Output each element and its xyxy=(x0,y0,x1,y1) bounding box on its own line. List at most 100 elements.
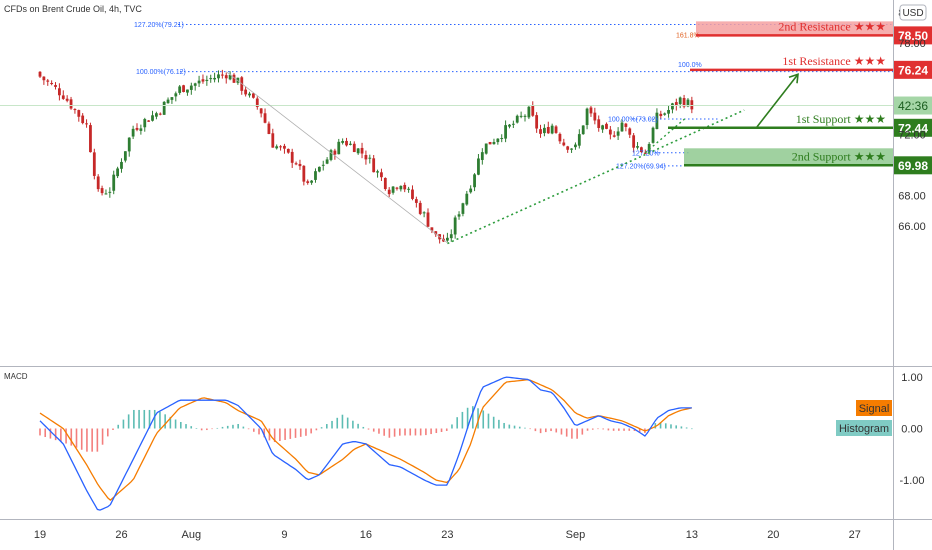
candle-body xyxy=(531,105,535,116)
macd-histogram-bar xyxy=(466,407,469,429)
projection-arrow xyxy=(756,73,799,128)
candle-body xyxy=(643,152,647,154)
macd-legend-label: Signal xyxy=(859,403,890,415)
candle-body xyxy=(139,128,143,131)
candle-body xyxy=(577,134,581,146)
candle-body xyxy=(624,123,628,127)
trendline-short xyxy=(644,117,687,154)
candle-body xyxy=(170,97,174,100)
macd-histogram-bar xyxy=(492,416,495,429)
candle-body xyxy=(220,74,224,76)
candle-body xyxy=(647,144,651,153)
candle-body xyxy=(360,147,364,154)
macd-histogram-bar xyxy=(49,428,52,439)
macd-histogram-bar xyxy=(357,423,359,429)
chart-header: CFDs on Brent Crude Oil, 4h, TVC xyxy=(4,4,142,14)
macd-histogram-bar xyxy=(117,424,120,429)
macd-histogram-bar xyxy=(419,428,422,436)
candle-body xyxy=(543,127,546,134)
macd-histogram-bar xyxy=(482,410,485,429)
macd-histogram-bar xyxy=(75,428,78,448)
macd-histogram-bar xyxy=(670,424,672,429)
macd-histogram-bar xyxy=(487,413,490,429)
time-tick-label: 27 xyxy=(849,529,861,541)
countdown-value: 42:36 xyxy=(898,99,928,113)
macd-histogram-bar xyxy=(367,428,370,430)
candle-body xyxy=(678,97,682,105)
macd-histogram-bar xyxy=(101,428,104,445)
macd-histogram-bar xyxy=(659,422,662,429)
time-tick-label: 19 xyxy=(34,529,46,541)
candle-body xyxy=(407,188,410,190)
candle-body xyxy=(69,99,73,109)
candle-body xyxy=(597,119,601,128)
macd-histogram-bar xyxy=(550,428,552,432)
candle-body xyxy=(640,147,643,152)
candle-body xyxy=(612,135,616,137)
candle-body xyxy=(686,99,690,107)
candle-body xyxy=(667,109,670,114)
candle-body xyxy=(383,177,387,190)
macd-label: MACD xyxy=(4,372,28,381)
macd-histogram-bar xyxy=(675,425,677,429)
candle-body xyxy=(632,135,636,148)
price-tick-label: 72.00 xyxy=(898,130,926,142)
candle-body xyxy=(368,157,372,159)
macd-histogram-bar xyxy=(388,428,391,438)
macd-histogram-bar xyxy=(284,428,286,440)
candle-body xyxy=(201,79,205,82)
level-label: 2nd Resistance ★★★ xyxy=(778,19,886,33)
macd-histogram-bar xyxy=(70,428,73,446)
macd-histogram-bar xyxy=(206,428,208,431)
macd-histogram-bar xyxy=(362,426,365,429)
macd-histogram-bar xyxy=(654,423,657,429)
candle-body xyxy=(38,71,42,77)
candle-body xyxy=(54,85,57,87)
arrow-head-icon xyxy=(788,73,799,84)
macd-histogram-bar xyxy=(299,428,302,437)
macd-histogram-bar xyxy=(226,425,229,429)
fib-label: 127.20%(69.94) xyxy=(616,163,666,170)
candle-body xyxy=(399,185,403,190)
candle-body xyxy=(108,191,112,193)
candle-body xyxy=(434,231,438,235)
candle-body xyxy=(562,142,566,146)
macd-histogram-bar xyxy=(628,428,631,431)
level-price-badge xyxy=(894,156,932,175)
macd-histogram-bar xyxy=(399,428,401,436)
macd-histogram-bar xyxy=(378,428,380,434)
candle-body xyxy=(391,186,395,193)
candle-body xyxy=(147,120,151,122)
macd-histogram-bar xyxy=(247,428,250,430)
candle-body xyxy=(465,193,469,205)
macd-histogram-bar xyxy=(430,428,432,435)
candle-body xyxy=(341,140,345,143)
candle-body xyxy=(135,127,139,130)
macd-histogram-bar xyxy=(133,409,135,429)
candle-body xyxy=(628,128,632,135)
candle-body xyxy=(162,101,166,115)
candle-body xyxy=(50,82,54,85)
candle-body xyxy=(480,152,484,160)
trendline-rising xyxy=(447,109,745,245)
candle-body xyxy=(682,98,686,107)
candle-body xyxy=(329,150,333,160)
macd-histogram-bar xyxy=(618,428,620,431)
currency-button[interactable] xyxy=(899,4,927,21)
candle-body xyxy=(570,148,573,150)
candle-body xyxy=(193,83,197,86)
candle-body xyxy=(593,112,597,121)
candle-body xyxy=(143,119,147,128)
candle-body xyxy=(186,89,189,93)
candle-body xyxy=(259,108,263,114)
level-label: 1st Support ★★★ xyxy=(796,112,886,126)
candle-body xyxy=(663,113,667,115)
fib-label: 127.20% xyxy=(632,150,660,157)
fib-label: 100.00%(76.12) xyxy=(136,69,186,76)
macd-histogram-bar xyxy=(221,426,224,429)
level-label: 1st Resistance ★★★ xyxy=(782,54,886,68)
candle-body xyxy=(539,129,542,134)
candle-body xyxy=(515,115,519,123)
time-tick-label: 16 xyxy=(360,529,372,541)
